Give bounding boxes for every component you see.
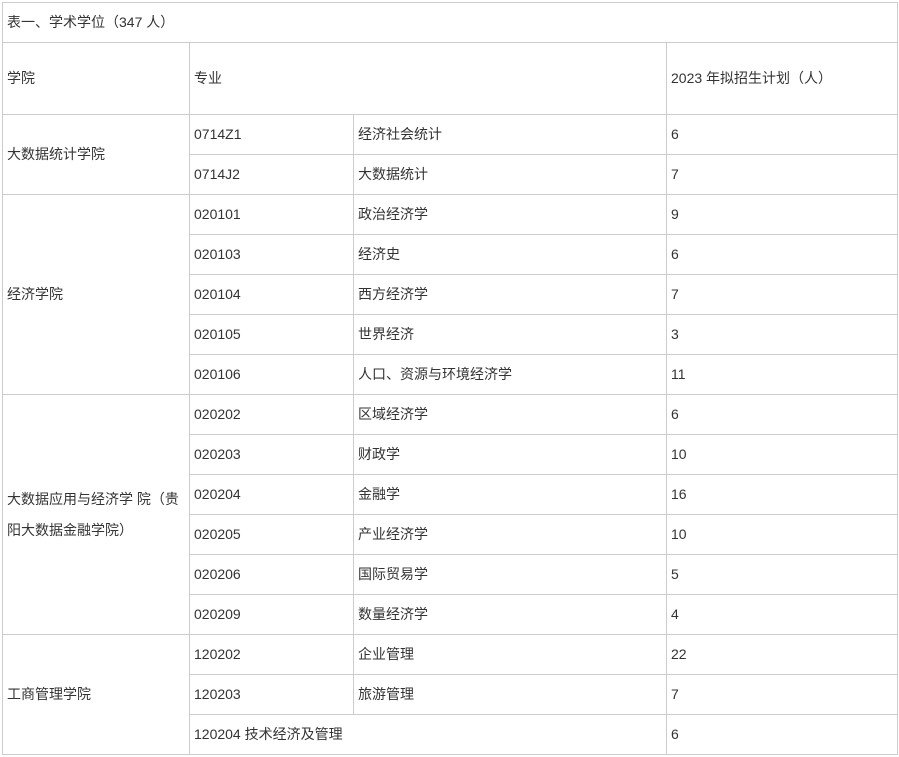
code-cell: 020204 [190, 475, 354, 515]
code-cell: 020103 [190, 235, 354, 275]
table-row: 大数据应用与经济学 院（贵阳大数据金融学院）020202区域经济学6 [3, 395, 898, 435]
plan-cell: 11 [667, 355, 898, 395]
major-cell: 经济社会统计 [354, 115, 667, 155]
major-cell: 产业经济学 [354, 515, 667, 555]
code-cell: 0714J2 [190, 155, 354, 195]
header-row: 学院专业2023 年拟招生计划（人） [3, 43, 898, 115]
table-row: 大数据统计学院0714Z1经济社会统计6 [3, 115, 898, 155]
major-cell: 国际贸易学 [354, 555, 667, 595]
major-cell: 数量经济学 [354, 595, 667, 635]
major-cell: 企业管理 [354, 635, 667, 675]
major-cell: 区域经济学 [354, 395, 667, 435]
code-major-cell: 120204 技术经济及管理 [190, 715, 667, 755]
major-cell: 金融学 [354, 475, 667, 515]
plan-cell: 7 [667, 675, 898, 715]
header-plan: 2023 年拟招生计划（人） [667, 43, 898, 115]
plan-cell: 6 [667, 235, 898, 275]
code-cell: 020202 [190, 395, 354, 435]
title-row: 表一、学术学位（347 人） [3, 3, 898, 43]
code-cell: 020205 [190, 515, 354, 555]
plan-cell: 16 [667, 475, 898, 515]
major-cell: 经济史 [354, 235, 667, 275]
header-school: 学院 [3, 43, 190, 115]
code-cell: 020104 [190, 275, 354, 315]
school-cell: 经济学院 [3, 195, 190, 395]
major-cell: 大数据统计 [354, 155, 667, 195]
plan-cell: 5 [667, 555, 898, 595]
plan-cell: 10 [667, 435, 898, 475]
code-cell: 020206 [190, 555, 354, 595]
code-cell: 020105 [190, 315, 354, 355]
plan-cell: 9 [667, 195, 898, 235]
code-cell: 020203 [190, 435, 354, 475]
plan-cell: 6 [667, 395, 898, 435]
header-major: 专业 [190, 43, 667, 115]
admissions-table: 表一、学术学位（347 人）学院专业2023 年拟招生计划（人）大数据统计学院0… [2, 2, 898, 755]
plan-cell: 7 [667, 275, 898, 315]
major-cell: 政治经济学 [354, 195, 667, 235]
plan-cell: 6 [667, 715, 898, 755]
table-title: 表一、学术学位（347 人） [3, 3, 898, 43]
plan-cell: 10 [667, 515, 898, 555]
major-cell: 人口、资源与环境经济学 [354, 355, 667, 395]
code-cell: 020209 [190, 595, 354, 635]
school-cell: 工商管理学院 [3, 635, 190, 755]
plan-cell: 7 [667, 155, 898, 195]
major-cell: 财政学 [354, 435, 667, 475]
code-cell: 120203 [190, 675, 354, 715]
major-cell: 西方经济学 [354, 275, 667, 315]
code-cell: 0714Z1 [190, 115, 354, 155]
major-cell: 世界经济 [354, 315, 667, 355]
major-cell: 旅游管理 [354, 675, 667, 715]
table-row: 经济学院020101政治经济学9 [3, 195, 898, 235]
plan-cell: 22 [667, 635, 898, 675]
code-cell: 120202 [190, 635, 354, 675]
school-cell: 大数据应用与经济学 院（贵阳大数据金融学院） [3, 395, 190, 635]
plan-cell: 3 [667, 315, 898, 355]
plan-cell: 4 [667, 595, 898, 635]
table-row: 工商管理学院120202企业管理22 [3, 635, 898, 675]
plan-cell: 6 [667, 115, 898, 155]
code-cell: 020106 [190, 355, 354, 395]
school-cell: 大数据统计学院 [3, 115, 190, 195]
code-cell: 020101 [190, 195, 354, 235]
